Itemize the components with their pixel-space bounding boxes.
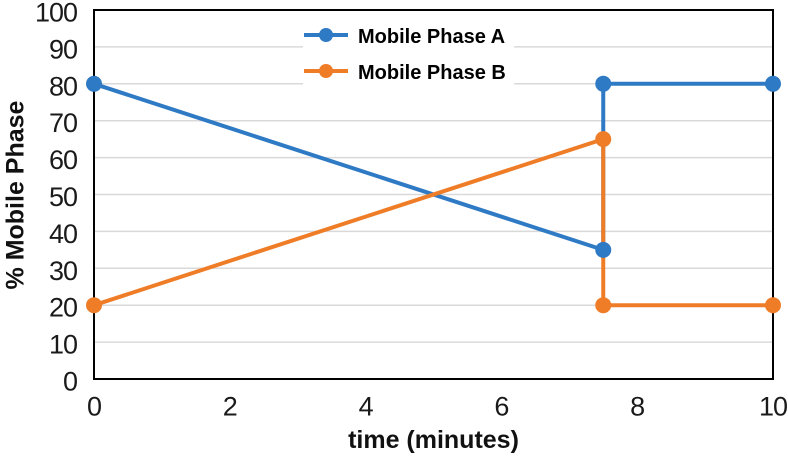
y-tick-label: 10: [49, 330, 77, 360]
legend-line-marker-icon: [303, 62, 349, 85]
y-tick-label: 100: [35, 0, 77, 27]
legend-line-marker-icon: [303, 26, 349, 49]
data-point-series-0: [595, 241, 612, 258]
data-point-series-0: [765, 75, 781, 92]
y-tick-label: 0: [63, 366, 77, 396]
x-tick-label: 6: [494, 391, 508, 421]
legend-item-mobile-phase-a: Mobile Phase A: [303, 19, 514, 55]
y-tick-label: 20: [49, 293, 77, 323]
x-tick-label: 2: [223, 391, 237, 421]
data-point-series-1: [595, 131, 612, 148]
x-tick-label: 4: [359, 391, 374, 421]
y-tick-label: 30: [49, 256, 77, 286]
x-tick-label: 10: [759, 391, 787, 421]
legend: Mobile Phase A Mobile Phase B: [303, 19, 514, 91]
legend-label: Mobile Phase B: [358, 61, 506, 84]
series-line-0: [92, 81, 775, 252]
y-tick-label: 70: [49, 108, 77, 138]
data-point-series-0: [595, 75, 612, 92]
x-tick-label: 8: [630, 391, 644, 421]
x-tick-label: 0: [87, 391, 101, 421]
y-tick-label: 60: [49, 145, 77, 175]
data-point-series-1: [595, 297, 612, 314]
x-axis-title: time (minutes): [348, 426, 519, 454]
y-tick-label: 90: [49, 34, 77, 64]
data-point-series-1: [765, 297, 781, 314]
y-tick-label: 50: [49, 182, 77, 212]
y-tick-label: 40: [49, 219, 77, 249]
y-axis-title: % Mobile Phase: [1, 100, 30, 290]
data-point-series-0: [86, 75, 102, 92]
legend-label: Mobile Phase A: [358, 25, 506, 48]
data-point-series-1: [86, 297, 102, 314]
plot-border: [93, 9, 774, 380]
legend-item-mobile-phase-b: Mobile Phase B: [303, 55, 514, 91]
series-line-1: [92, 137, 775, 308]
y-tick-label: 80: [49, 71, 77, 101]
